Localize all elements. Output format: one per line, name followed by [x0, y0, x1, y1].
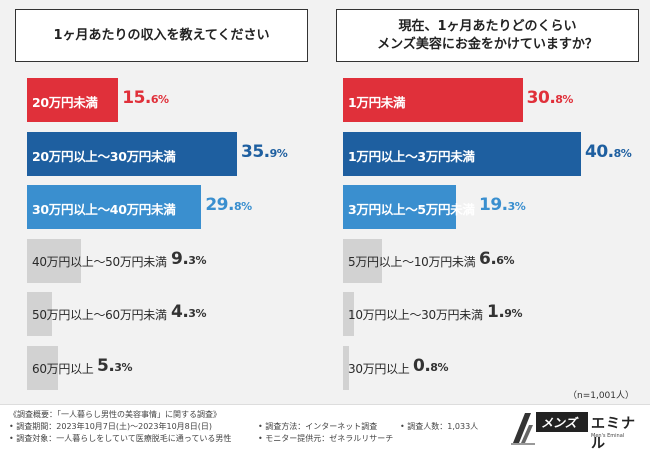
left-bar-value-6: 5.3% — [97, 355, 132, 376]
left-bar-2 — [27, 131, 237, 176]
logo-tagline: Men's Eminal — [591, 433, 625, 439]
right-bar-6 — [343, 345, 349, 390]
right-bar-2 — [343, 131, 581, 176]
right-bar-label-4: 5万円以上〜10万円未満 — [348, 254, 476, 269]
right-bar-value-4: 6.6% — [479, 248, 514, 269]
left-bar-label-2: 20万円以上〜30万円未満 — [32, 148, 176, 164]
right-bar-label-2: 1万円以上〜3万円未満 — [348, 148, 475, 164]
left-bar-3 — [27, 185, 202, 229]
left-bar-value-3: 29.8% — [205, 195, 252, 215]
monitor-provider: • モニター提供元：ゼネラルリサーチ — [258, 434, 394, 443]
logo-mark-icon — [511, 413, 535, 445]
survey-period: • 調査期間：2023年10月7日(土)〜2023年10月8日(日) — [9, 422, 213, 431]
left-bar-5 — [27, 292, 53, 336]
left-bar-label-6: 60万円以上 — [32, 361, 94, 376]
survey-target: • 調査対象：一人暮らしをしていて医療脱毛に通っている男性 — [9, 434, 232, 443]
right-bar-label-6: 30万円以上 — [348, 361, 410, 376]
left-bar-label-3: 30万円以上〜40万円未満 — [32, 202, 176, 217]
left-question-title: 1ヶ月あたりの収入を教えてください — [15, 9, 308, 62]
right-bar-label-1: 1万円未満 — [348, 95, 406, 110]
left-bar-label-1: 20万円未満 — [32, 95, 98, 110]
left-bar-value-1: 15.6% — [122, 88, 169, 108]
left-bar-value-2: 35.9% — [241, 141, 288, 162]
left-bar-label-5: 50万円以上〜60万円未満 — [32, 308, 167, 322]
right-bar-value-5: 1.9% — [487, 302, 522, 322]
mens-eminal-logo: メンズ エミナル Men's Eminal — [511, 410, 641, 450]
survey-method: • 調査方法：インターネット調査 — [258, 422, 378, 431]
right-bar-1 — [343, 78, 523, 122]
sample-size-note: （n=1,001人） — [567, 391, 634, 401]
left-bar-1 — [27, 78, 119, 122]
right-bar-5 — [343, 292, 355, 336]
logo-katakana-box: メンズ — [536, 412, 588, 432]
right-bar-3 — [343, 185, 456, 229]
right-bar-value-3: 19.3% — [479, 195, 526, 215]
left-bar-value-5: 4.3% — [171, 302, 206, 322]
left-bar-6 — [27, 345, 58, 390]
logo-katakana: メンズ — [541, 416, 577, 430]
right-bar-label-5: 10万円以上〜30万円未満 — [348, 308, 483, 322]
respondents-count: • 調査人数：1,033人 — [400, 422, 479, 431]
survey-overview: 《調査概要：「一人暮らし男性の美容事情」に関する調査》 — [9, 410, 221, 419]
left-bar-label-4: 40万円以上〜50万円未満 — [32, 254, 167, 269]
right-bar-label-3: 3万円以上〜5万円未満 — [348, 202, 475, 217]
right-bar-4 — [343, 238, 382, 283]
logo-name: エミナル — [591, 416, 636, 450]
right-bar-value-6: 0.8% — [413, 355, 448, 376]
right-bar-value-2: 40.8% — [585, 141, 632, 162]
left-bar-value-4: 9.3% — [171, 248, 206, 269]
right-question-title: 現在、1ヶ月あたりどのくらい メンズ美容にお金をかけていますか？ — [336, 9, 639, 62]
left-bar-4 — [27, 238, 82, 283]
right-bar-value-1: 30.8% — [526, 88, 574, 108]
